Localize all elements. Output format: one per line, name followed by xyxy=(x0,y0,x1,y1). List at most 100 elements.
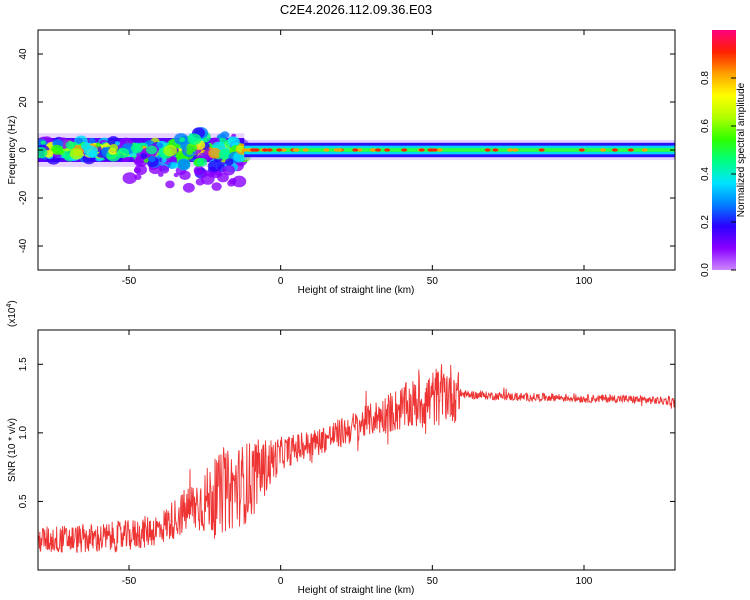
colorbar-tick-label: 0.0 xyxy=(700,263,711,277)
snr-frame xyxy=(37,329,676,571)
heat-peak xyxy=(512,148,519,152)
colorbar-tick-label: 0.4 xyxy=(700,167,711,181)
spectrogram-x-ticks: -50 0 50 100 xyxy=(122,30,593,287)
heat-blob xyxy=(222,165,236,176)
heat-peak xyxy=(356,148,363,152)
heat-peak xyxy=(280,148,287,152)
heat-peak xyxy=(323,148,330,152)
colorbar: 0.0 0.2 0.4 0.6 0.8 Normalized spectral ampl… xyxy=(700,30,747,277)
y-tick-label: 20 xyxy=(18,96,29,108)
heat-peak xyxy=(292,148,299,152)
spectrogram-x-label: Height of straight line (km) xyxy=(298,285,415,296)
colorbar-label: Normalized spectral amplitude xyxy=(736,82,747,217)
heat-blob xyxy=(140,153,148,159)
heat-blob xyxy=(40,140,46,145)
heat-band-core xyxy=(450,148,675,152)
heat-blob xyxy=(95,142,101,148)
heat-peak xyxy=(276,148,283,152)
figure-title: C2E4.2026.112.09.36.E03 xyxy=(280,2,432,17)
y-tick-label: 0.5 xyxy=(18,494,29,508)
y-tick-label: 40 xyxy=(18,48,29,60)
heat-blob xyxy=(157,142,164,149)
heat-blob xyxy=(161,157,167,163)
heat-peak xyxy=(641,148,648,152)
heat-blob xyxy=(146,145,158,155)
snr-scale-close: ) xyxy=(7,300,18,303)
heat-peak xyxy=(427,148,434,152)
colorbar-tick-label: 0.2 xyxy=(700,215,711,229)
x-tick-label: 100 xyxy=(576,276,593,287)
heat-blob xyxy=(88,137,96,144)
snr-series-line xyxy=(38,364,675,553)
heat-band-core xyxy=(244,148,451,152)
heat-blob xyxy=(220,131,230,139)
heat-blob xyxy=(227,136,240,147)
snr-x-label: Height of straight line (km) xyxy=(298,585,415,596)
heat-peak xyxy=(262,148,269,152)
heat-blob xyxy=(75,137,83,144)
heat-blob xyxy=(114,141,121,146)
heat-blob xyxy=(122,172,137,185)
y-tick-label: 1.0 xyxy=(18,425,29,439)
snr-scale-prefix: (x10 xyxy=(7,307,18,327)
heat-blob xyxy=(81,142,91,151)
y-tick-label: 1.5 xyxy=(18,357,29,371)
heat-blob xyxy=(187,133,202,145)
heat-peak xyxy=(538,148,545,152)
snr-scale-label: (x104) xyxy=(6,300,18,327)
colorbar-scale xyxy=(712,30,736,270)
heat-blob xyxy=(109,144,119,152)
spectrogram-y-ticks: -40 -20 0 20 40 xyxy=(18,48,675,253)
heat-blob xyxy=(134,164,148,176)
heat-peak xyxy=(578,148,585,152)
heat-peak xyxy=(336,148,343,152)
heat-blob xyxy=(50,144,64,156)
x-tick-label: 50 xyxy=(427,276,439,287)
x-tick-label: 50 xyxy=(427,576,439,587)
heat-peak xyxy=(253,148,260,152)
heat-blob xyxy=(69,148,84,160)
snr-y-label: SNR (10 * v/v) xyxy=(7,418,18,482)
heat-peak xyxy=(600,148,607,152)
heat-blob xyxy=(134,174,142,180)
x-tick-label: 100 xyxy=(576,576,593,587)
heat-blob xyxy=(148,156,156,163)
spectrogram-heatmap xyxy=(38,127,675,193)
heat-blob xyxy=(186,149,193,155)
colorbar-ticks: 0.0 0.2 0.4 0.6 0.8 xyxy=(700,71,736,277)
x-tick-label: -50 xyxy=(122,276,137,287)
heat-peak xyxy=(507,148,514,152)
heat-blob xyxy=(182,182,195,193)
heat-peak xyxy=(436,148,443,152)
heat-peak xyxy=(384,148,391,152)
heat-peak xyxy=(611,148,618,152)
x-tick-label: 0 xyxy=(278,576,284,587)
heat-blob xyxy=(208,147,222,159)
x-tick-label: 0 xyxy=(278,276,284,287)
heat-blob xyxy=(232,175,247,188)
heat-blob xyxy=(195,178,205,186)
heat-blob xyxy=(179,170,191,180)
heat-blob xyxy=(38,147,48,159)
spectrogram-y-label: Frequency (Hz) xyxy=(7,116,18,185)
snr-panel: -50 0 50 100 0.5 1.0 1.5 Height of straight l… xyxy=(6,300,676,596)
y-tick-label: -40 xyxy=(18,238,29,253)
heat-blob xyxy=(173,172,179,178)
heat-blob xyxy=(165,180,175,189)
y-tick-label: -20 xyxy=(18,190,29,205)
heat-blob xyxy=(196,157,208,167)
heat-blob xyxy=(179,137,186,143)
heat-peak xyxy=(266,148,273,152)
heat-blob xyxy=(194,167,204,176)
heat-peak xyxy=(492,148,499,152)
heat-peak xyxy=(241,148,248,152)
heat-blob xyxy=(159,165,170,174)
heat-blob xyxy=(211,182,222,191)
heat-blob xyxy=(65,141,76,150)
heat-peak xyxy=(375,148,382,152)
x-tick-label: -50 xyxy=(122,576,137,587)
heat-blob xyxy=(163,144,178,157)
spectrogram-panel: -50 0 50 100 -40 -20 0 20 40 Height of straight… xyxy=(7,29,676,296)
heat-blob xyxy=(224,158,234,166)
